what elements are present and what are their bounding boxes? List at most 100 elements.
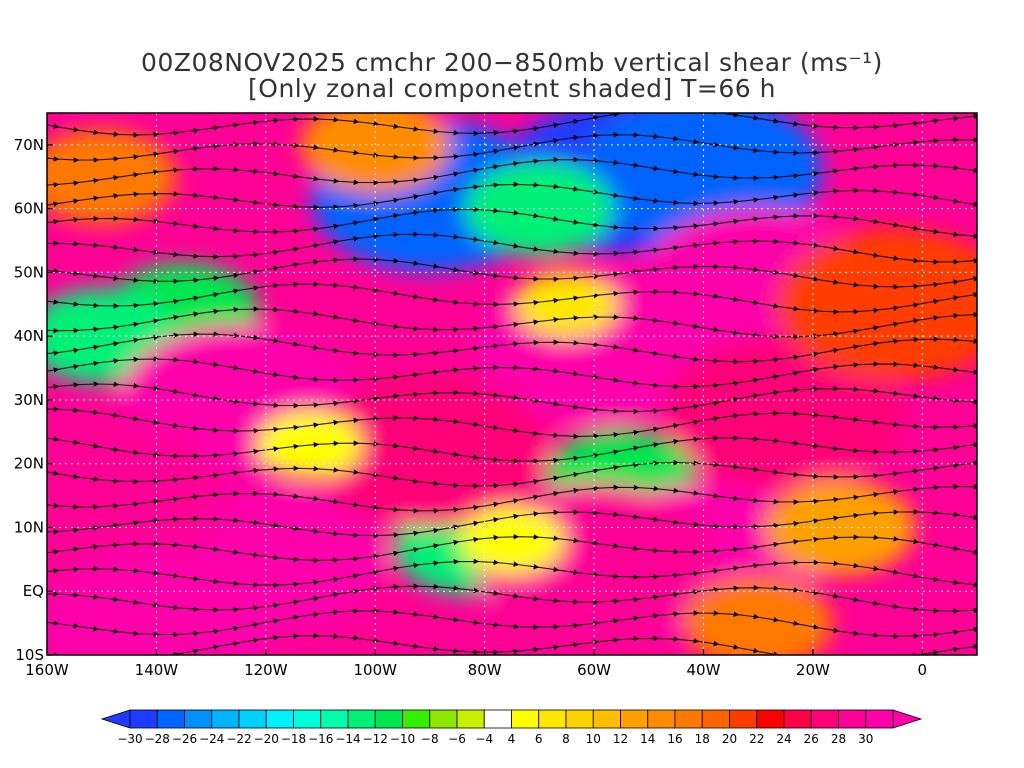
colorbar-swatch — [456, 709, 485, 729]
colorbar-label: 28 — [831, 732, 846, 746]
map-frame — [46, 112, 978, 656]
colorbar-swatch — [701, 709, 730, 729]
colorbar-label: −4 — [475, 732, 493, 746]
colorbar-label: 24 — [776, 732, 791, 746]
colorbar-swatch — [865, 709, 894, 729]
latitude-labels: 70N 60N 50N 40N 30N 20N 10N EQ 10S — [14, 136, 44, 664]
colorbar-label: 8 — [562, 732, 570, 746]
lon-tick-label: 0 — [918, 661, 928, 679]
colorbar-label: −22 — [226, 732, 251, 746]
colorbar-label: 4 — [508, 732, 516, 746]
lon-tick-label: 40W — [687, 661, 721, 679]
streamline — [47, 356, 977, 390]
colorbar-label: −20 — [254, 732, 279, 746]
streamline — [47, 131, 977, 163]
colorbar-label: −28 — [145, 732, 170, 746]
colorbar-label: 18 — [695, 732, 710, 746]
colorbar-swatch — [429, 709, 458, 729]
streamline — [47, 632, 977, 655]
streamline — [47, 206, 977, 239]
colorbar-label: −26 — [172, 732, 197, 746]
colorbar-swatch — [783, 709, 812, 729]
colorbar-label: 22 — [749, 732, 764, 746]
colorbar-label: −24 — [199, 732, 224, 746]
colorbar-label: −12 — [363, 732, 388, 746]
lon-tick-label: 20W — [796, 661, 830, 679]
streamline — [47, 406, 977, 440]
colorbar-label: 20 — [722, 732, 737, 746]
streamline — [47, 381, 977, 415]
colorbar-swatch — [374, 709, 403, 729]
colorbar-swatch — [511, 709, 540, 729]
longitude-labels: 160W 140W 120W 100W 80W 60W 40W 20W 0 — [25, 661, 927, 679]
lat-tick-label: 20N — [14, 455, 44, 473]
colorbar-label: 10 — [586, 732, 601, 746]
colorbar-label: 6 — [535, 732, 543, 746]
streamline — [47, 181, 977, 211]
colorbar-swatch — [211, 709, 240, 729]
colorbar-label: 14 — [640, 732, 655, 746]
colorbar-swatch — [674, 709, 703, 729]
colorbar-high-arrow — [892, 709, 923, 729]
streamline — [47, 483, 977, 514]
streamline — [47, 509, 977, 539]
shear-region — [514, 270, 620, 338]
streamline — [47, 331, 977, 365]
shear-region — [683, 575, 834, 655]
lon-tick-label: 140W — [135, 661, 179, 679]
lon-tick-label: 80W — [468, 661, 502, 679]
colorbar-label: 16 — [667, 732, 682, 746]
colorbar-label: −30 — [117, 732, 142, 746]
colorbar-swatch — [756, 709, 785, 729]
colorbar-swatch — [620, 709, 649, 729]
colorbar-label: 12 — [613, 732, 628, 746]
title-line-2: [Only zonal componetnt shaded] T=66 h — [248, 74, 776, 103]
colorbar: −30 −28 −26 −24 −22 −20 −18 −16 −14 −12 −10 −8 −6 −4 4… — [100, 709, 923, 746]
grid-lines — [47, 113, 977, 655]
lon-tick-label: 100W — [354, 661, 398, 679]
colorbar-swatch — [729, 709, 758, 729]
colorbar-label: 30 — [858, 732, 873, 746]
colorbar-swatch — [483, 709, 512, 729]
streamline — [47, 533, 977, 564]
lon-tick-label: 160W — [25, 661, 69, 679]
colorbar-swatch — [838, 709, 867, 729]
colorbar-swatch — [402, 709, 431, 729]
streamline — [47, 558, 977, 588]
lat-tick-label: 60N — [14, 200, 44, 218]
colorbar-swatch — [293, 709, 322, 729]
lat-tick-label: EQ — [23, 582, 44, 600]
colorbar-label: −8 — [421, 732, 439, 746]
colorbar-label: 26 — [804, 732, 819, 746]
colorbar-swatch — [129, 709, 158, 729]
shear-region — [47, 128, 177, 225]
colorbar-swatch — [592, 709, 621, 729]
colorbar-label: −14 — [335, 732, 360, 746]
axis-ticks — [46, 144, 923, 656]
colorbar-label: −18 — [281, 732, 306, 746]
colorbar-swatch — [347, 709, 376, 729]
streamlines — [47, 113, 977, 655]
colorbar-label: −6 — [448, 732, 466, 746]
colorbar-swatch — [238, 709, 267, 729]
colorbar-swatch — [320, 709, 349, 729]
colorbar-label: −10 — [390, 732, 415, 746]
colorbar-swatch — [565, 709, 594, 729]
colorbar-low-arrow — [100, 709, 131, 729]
colorbar-swatch — [538, 709, 567, 729]
colorbar-swatch — [810, 709, 839, 729]
lon-tick-label: 120W — [244, 661, 288, 679]
map-panel — [47, 113, 977, 655]
streamline — [47, 231, 977, 265]
title-line-1: 00Z08NOV2025 cmchr 200−850mb vertical sh… — [141, 48, 883, 77]
lat-tick-label: 10N — [14, 518, 44, 536]
colorbar-label: −16 — [308, 732, 333, 746]
lat-tick-label: 70N — [14, 136, 44, 154]
streamline — [47, 156, 977, 188]
colorbar-swatch — [156, 709, 185, 729]
lat-tick-label: 50N — [14, 263, 44, 281]
shear-region — [776, 228, 977, 381]
lon-tick-label: 60W — [577, 661, 611, 679]
colorbar-swatch — [184, 709, 213, 729]
